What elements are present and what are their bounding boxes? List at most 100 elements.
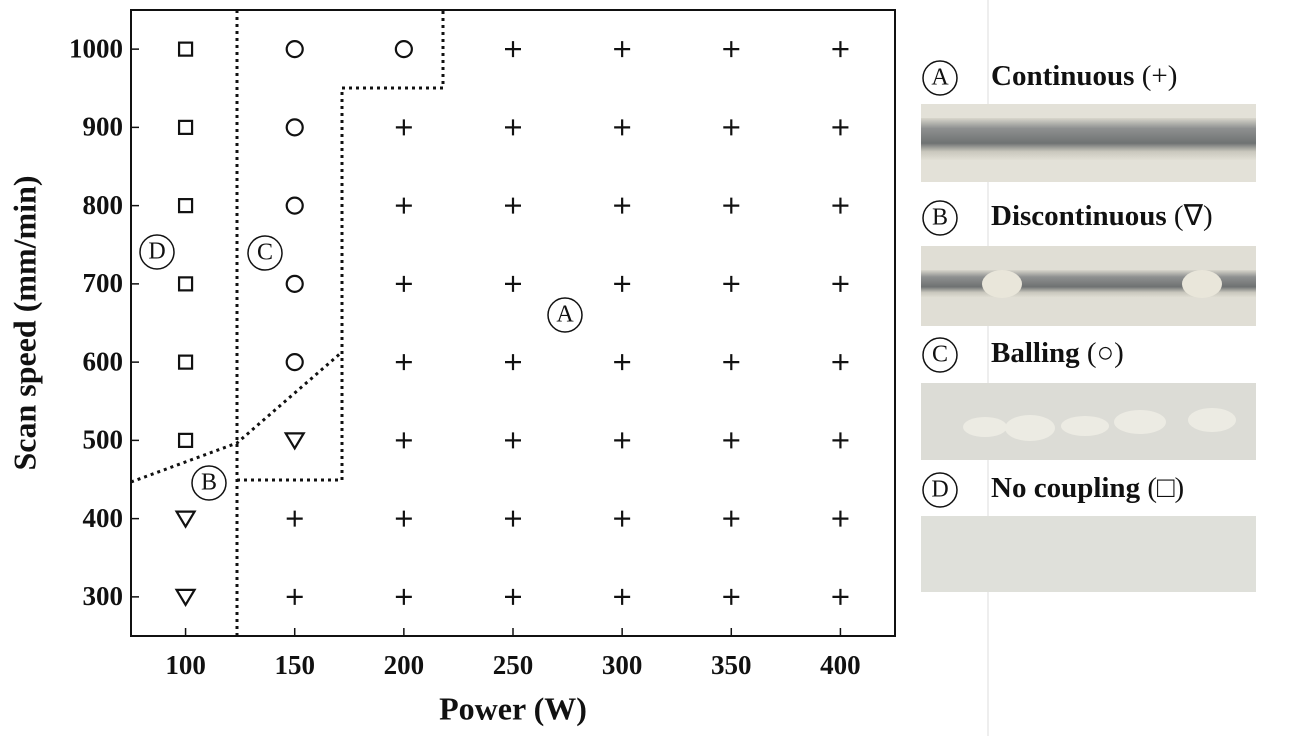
point: [614, 510, 631, 527]
region-boundaries: [130, 10, 445, 636]
point: [395, 510, 412, 527]
point: [395, 432, 412, 449]
point: [285, 40, 304, 59]
point: [505, 119, 521, 136]
legend-badge: [922, 472, 958, 508]
legend-name: Continuous: [991, 60, 1134, 92]
region-label: B: [201, 470, 217, 496]
point: [832, 432, 849, 449]
point: [832, 197, 849, 214]
point: [723, 354, 740, 371]
point: [832, 275, 849, 292]
y-tick-label: 700: [83, 268, 124, 298]
x-tick-label: 300: [602, 650, 643, 680]
region-label: A: [556, 302, 574, 328]
x-tick-label: 100: [165, 650, 206, 680]
point: [505, 275, 521, 292]
legend-photos: [921, 104, 1256, 592]
point: [505, 354, 521, 371]
legend-letter: C: [932, 342, 948, 368]
legend: A Continuous (+) B Discontinuous (∇) C Ballin…: [922, 60, 1213, 508]
y-tick-label: 1000: [69, 33, 123, 63]
y-tick-label: 500: [83, 425, 124, 455]
point: [505, 510, 521, 527]
x-tick-label: 350: [711, 650, 752, 680]
point: [723, 510, 740, 527]
region-label: C: [257, 240, 273, 266]
y-tick-label: 600: [83, 346, 124, 376]
y-tick-label: 400: [83, 503, 124, 533]
legend-letter: D: [931, 477, 948, 503]
point: [177, 119, 194, 135]
point: [394, 40, 413, 59]
y-tick-label: 900: [83, 112, 124, 142]
legend-badge: [922, 337, 958, 373]
point: [174, 588, 197, 608]
point: [723, 588, 740, 605]
legend-badge: [922, 60, 958, 96]
point: [723, 119, 740, 136]
point: [614, 354, 631, 371]
point: [614, 197, 631, 214]
y-axis-label: Scan speed (mm/min): [6, 175, 42, 470]
point: [723, 275, 740, 292]
legend-symbol: (□): [1147, 472, 1184, 504]
point: [832, 588, 849, 605]
legend-entry: Discontinuous (∇): [991, 200, 1213, 232]
point: [395, 119, 412, 136]
point: [177, 354, 194, 370]
point: [832, 41, 849, 58]
y-tick-label: 800: [83, 190, 124, 220]
legend-symbol: (○): [1087, 337, 1124, 369]
legend-symbol: (∇): [1174, 200, 1213, 232]
point: [177, 198, 194, 214]
x-axis-label: Power (W): [439, 690, 587, 726]
point: [286, 588, 303, 605]
region-label: D: [148, 239, 165, 265]
legend-name: Discontinuous: [991, 200, 1167, 232]
point: [285, 353, 304, 372]
point: [832, 119, 849, 136]
point: [614, 119, 631, 136]
point: [505, 588, 521, 605]
point: [395, 354, 412, 371]
point: [177, 41, 194, 57]
legend-badge: [922, 200, 958, 236]
legend-name: Balling: [991, 337, 1080, 369]
point: [614, 588, 631, 605]
point: [286, 510, 303, 527]
legend-entry: Continuous (+): [991, 60, 1177, 92]
point: [177, 276, 194, 292]
point: [723, 41, 740, 58]
point: [174, 510, 197, 529]
point: [505, 432, 521, 449]
point: [614, 432, 631, 449]
legend-letter: B: [932, 205, 948, 231]
y-tick-label: 300: [83, 581, 124, 611]
region-labels: A B C D: [139, 234, 583, 501]
legend-entry: No coupling (□): [991, 472, 1184, 504]
point: [832, 510, 849, 527]
x-tick-label: 250: [493, 650, 534, 680]
x-tick-label: 150: [274, 650, 315, 680]
plot-frame: [130, 9, 896, 637]
point: [283, 432, 306, 451]
point: [505, 41, 521, 58]
x-tick-label: 200: [384, 650, 425, 680]
point: [614, 275, 631, 292]
point: [395, 275, 412, 292]
point: [723, 432, 740, 449]
point: [285, 118, 304, 137]
point: [723, 197, 740, 214]
point: [285, 274, 304, 293]
legend-name: No coupling: [991, 472, 1141, 504]
point: [285, 196, 304, 215]
point: [177, 432, 194, 448]
point: [505, 197, 521, 214]
point: [614, 41, 631, 58]
point: [395, 197, 412, 214]
point: [395, 588, 412, 605]
legend-letter: A: [931, 65, 949, 91]
legend-symbol: (+): [1142, 60, 1178, 92]
